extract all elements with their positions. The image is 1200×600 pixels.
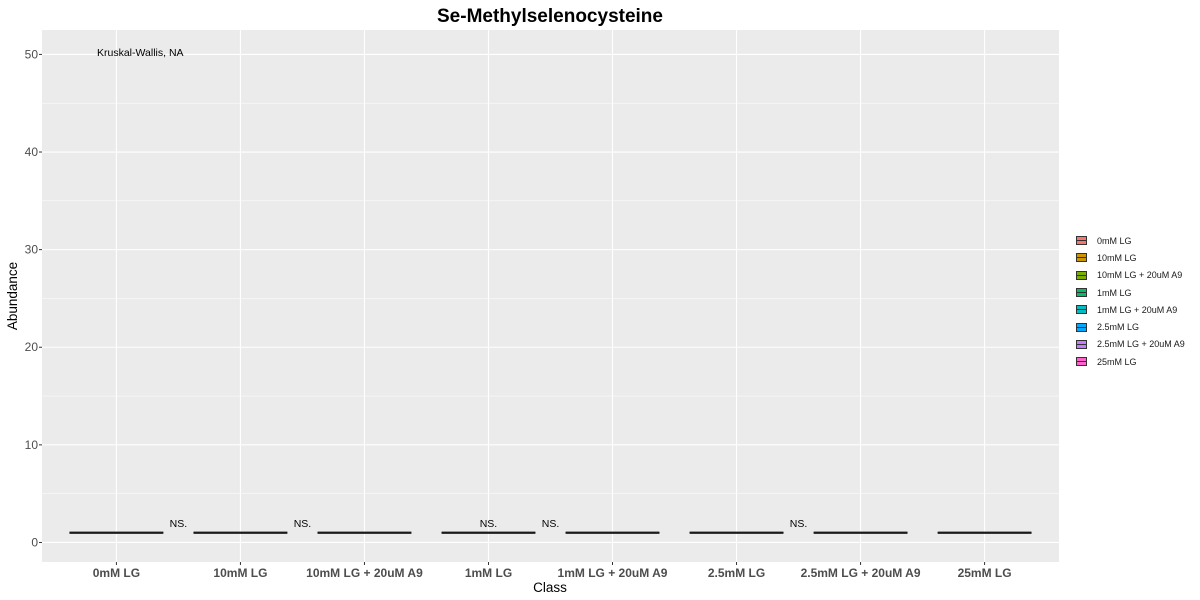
significance-label: NS.: [170, 518, 188, 530]
legend-swatch: [1076, 270, 1087, 280]
significance-label: NS.: [480, 518, 498, 530]
legend-swatch: [1076, 322, 1087, 332]
y-tick-label: 30: [25, 243, 39, 257]
legend-label: 1mM LG + 20uM A9: [1097, 304, 1178, 315]
x-axis-ticks: 0mM LG 10mM LG 10mM LG + 20uM A9 1mM LG 1mM …: [93, 562, 1012, 580]
x-tick-label: 2.5mM LG + 20uM A9: [801, 566, 921, 580]
chart-title: Se-Methylselenocysteine: [437, 6, 663, 27]
x-axis-label: Class: [533, 580, 567, 595]
significance-label: NS.: [294, 518, 312, 530]
legend-item: 25mM LG: [1076, 353, 1196, 370]
x-tick-label: 10mM LG: [213, 566, 267, 580]
significance-label: NS.: [542, 518, 560, 530]
legend-label: 10mM LG: [1097, 252, 1137, 263]
legend-label: 25mM LG: [1097, 356, 1137, 367]
y-tick-label: 50: [25, 47, 39, 61]
legend-item: 2.5mM LG + 20uM A9: [1076, 336, 1196, 353]
legend-item: 1mM LG + 20uM A9: [1076, 301, 1196, 318]
legend-swatch: [1076, 236, 1087, 246]
legend-swatch: [1076, 339, 1087, 349]
plot-panel: [42, 30, 1059, 562]
boxes: [69, 531, 1032, 534]
legend-item: 10mM LG + 20uM A9: [1076, 267, 1196, 284]
legend-label: 0mM LG: [1097, 235, 1132, 246]
y-axis-label: Abundance: [5, 262, 20, 330]
legend-label: 2.5mM LG + 20uM A9: [1097, 339, 1185, 350]
x-tick-label: 1mM LG: [465, 566, 512, 580]
major-gridlines: [42, 30, 1059, 562]
legend-item: 0mM LG: [1076, 232, 1196, 249]
x-tick-label: 1mM LG + 20uM A9: [558, 566, 668, 580]
y-tick-label: 20: [25, 340, 39, 354]
legend: 0mM LG 10mM LG 10mM LG + 20uM A9 1mM LG 1mM …: [1076, 232, 1196, 370]
legend-swatch: [1076, 253, 1087, 263]
legend-label: 1mM LG: [1097, 287, 1132, 298]
y-tick-label: 40: [25, 145, 39, 159]
kruskal-annotation: Kruskal-Wallis, NA: [97, 47, 184, 59]
significance-labels: NS. NS. NS. NS. NS.: [170, 518, 808, 530]
y-tick-label: 10: [25, 438, 39, 452]
x-tick-label: 10mM LG + 20uM A9: [306, 566, 423, 580]
legend-swatch: [1076, 288, 1087, 298]
legend-swatch: [1076, 305, 1087, 315]
legend-label: 10mM LG + 20uM A9: [1097, 270, 1183, 281]
legend-label: 2.5mM LG: [1097, 322, 1140, 333]
legend-item: 10mM LG: [1076, 249, 1196, 266]
legend-item: 1mM LG: [1076, 284, 1196, 301]
legend-item: 2.5mM LG: [1076, 318, 1196, 335]
significance-label: NS.: [790, 518, 808, 530]
legend-swatch: [1076, 357, 1087, 367]
y-axis-ticks: 0 10 20 30 40 50: [25, 47, 42, 549]
x-tick-label: 25mM LG: [958, 566, 1012, 580]
y-tick-label: 0: [31, 535, 38, 549]
minor-gridlines: [42, 5, 1059, 494]
x-tick-label: 2.5mM LG: [708, 566, 765, 580]
x-tick-label: 0mM LG: [93, 566, 140, 580]
